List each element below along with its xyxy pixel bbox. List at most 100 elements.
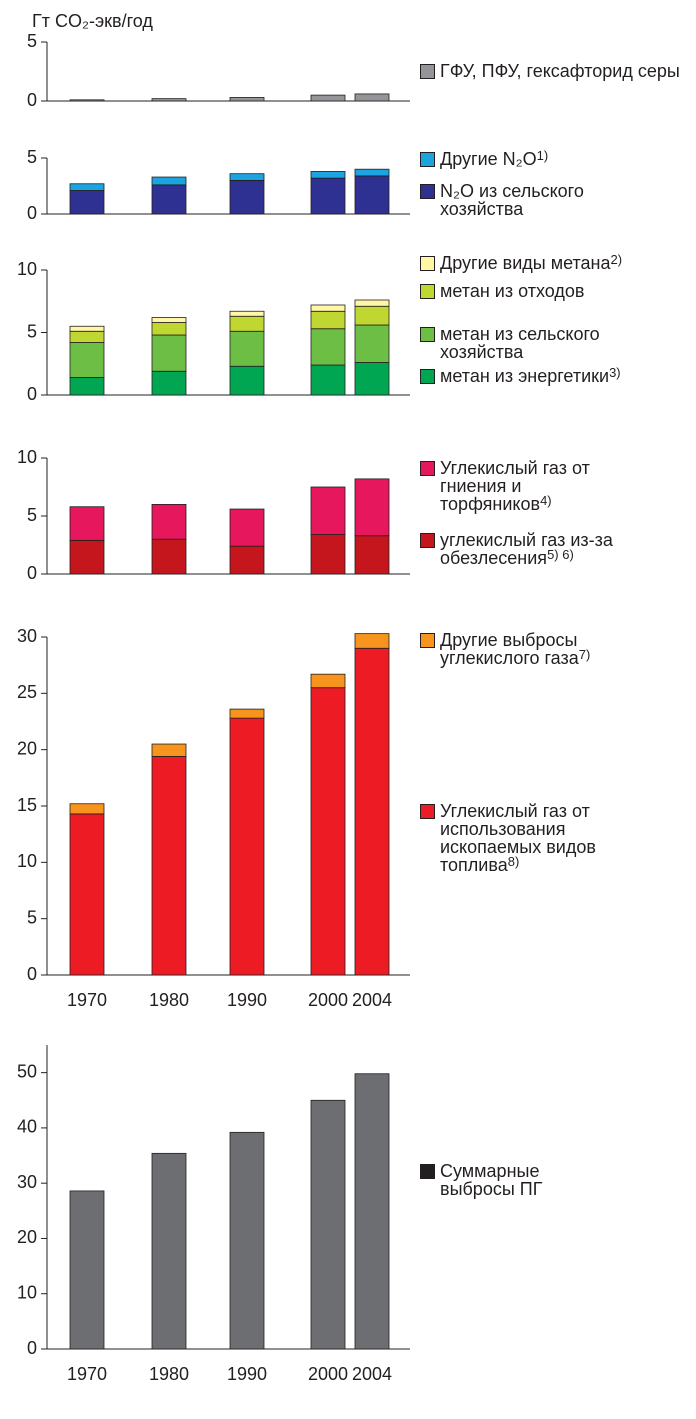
bar-segment [229,365,265,396]
bar-segment [310,304,346,312]
bar-segment [69,190,105,215]
legend-swatch [420,184,435,199]
legend-note: 1) [536,148,549,163]
bar-segment [151,176,187,186]
bar-segment [229,315,265,332]
y-tick-label: 5 [27,31,37,51]
bar-segment [69,539,105,575]
legend-entry: углекислый газ из-за обезлесения5) 6) [420,530,680,568]
bar-segment [69,813,105,976]
bar-segment [69,506,105,541]
bar-segment [151,503,187,540]
bar-segment [151,334,187,372]
legend-swatch [420,327,435,342]
bar-segment [310,171,346,179]
y-tick-label: 0 [27,384,37,404]
legend-swatch [420,64,435,79]
legend-label: Другие выбросы углекислого газа [440,630,579,668]
bar-segment [354,647,390,976]
legend-entry: Суммарные выбросы ПГ [420,1162,570,1198]
bar-segment [151,98,187,102]
y-tick-label: 0 [27,203,37,223]
bar-segment [69,1190,105,1350]
y-tick-label: 10 [17,1282,37,1302]
y-tick-label: 5 [27,505,37,525]
y-tick-label: 40 [17,1117,37,1137]
bar-segment [229,545,265,575]
legend-entry: Углекислый газ от использования ископаем… [420,801,610,875]
legend-swatch [420,256,435,271]
legend-swatch [420,804,435,819]
x-tick-label: 1990 [227,1364,267,1384]
legend-entry: Углекислый газ от гниения и торфяников4) [420,458,600,514]
legend-label: Углекислый газ от использования ископаем… [440,801,596,875]
bar-segment [310,310,346,330]
legend-swatch [420,633,435,648]
y-tick-label: 0 [27,563,37,583]
x-tick-label: 1970 [67,990,107,1010]
bar-segment [151,322,187,336]
bar-segment [229,179,265,215]
bar-segment [151,538,187,575]
bar-segment [229,97,265,102]
legend-label: ГФУ, ПФУ, гексафторид серы [440,61,680,81]
bar-segment [151,743,187,757]
bar-segment [354,362,390,396]
legend-entry: N₂O из сельского хозяйства [420,182,660,218]
bar-segment [69,377,105,396]
legend-label: Другие виды метана [440,253,611,273]
bar-segment [354,93,390,102]
bar-segment [229,173,265,181]
y-tick-label: 20 [17,1227,37,1247]
x-tick-label: 1990 [227,990,267,1010]
bar-segment [151,1152,187,1350]
bar-segment [354,535,390,575]
legend-label: метан из отходов [440,281,585,301]
legend-swatch [420,369,435,384]
legend-entry: метан из сельского хозяйства [420,325,660,361]
bar-segment [151,317,187,323]
legend-swatch [420,152,435,167]
legend-note: 3) [609,365,621,380]
legend-swatch [420,1164,435,1179]
bar-segment [69,99,105,102]
bar-segment [354,324,390,363]
bar-segment [310,364,346,396]
bar-segment [310,673,346,689]
legend-entry: метан из отходов [420,281,670,301]
y-tick-label: 30 [17,1172,37,1192]
bar-segment [151,756,187,976]
y-tick-label: 0 [27,964,37,984]
legend-note: 2) [610,252,623,267]
legend-entry: Другие N₂O1) [420,148,670,169]
legend-swatch [420,284,435,299]
y-tick-label: 50 [17,1061,37,1081]
y-axis-label: Гт CO₂-экв/год [32,11,153,31]
bar-segment [310,1099,346,1350]
y-tick-label: 5 [27,147,37,167]
bar-segment [354,168,390,177]
legend-label: углекислый газ из-за обезлесения [440,530,613,568]
legend-entry: Другие виды метана2) [420,252,690,273]
bar-segment [229,310,265,317]
y-tick-label: 5 [27,321,37,341]
x-tick-label: 2000 [308,1364,348,1384]
x-tick-label: 1980 [149,990,189,1010]
bar-segment [310,687,346,976]
legend-label: Другие N₂O [440,149,537,169]
bar-segment [354,633,390,649]
legend-label: Углекислый газ от гниения и торфяников [440,458,590,514]
y-tick-label: 0 [27,90,37,110]
y-tick-label: 10 [17,851,37,871]
y-tick-label: 10 [17,259,37,279]
y-tick-label: 30 [17,626,37,646]
bar-segment [310,328,346,366]
legend-note: 5) 6) [547,547,574,562]
bar-segment [229,1131,265,1350]
x-tick-label: 1980 [149,1364,189,1384]
bar-segment [151,184,187,215]
legend-note: 7) [578,647,591,662]
bar-segment [354,305,390,326]
legend-note: 4) [540,493,552,508]
